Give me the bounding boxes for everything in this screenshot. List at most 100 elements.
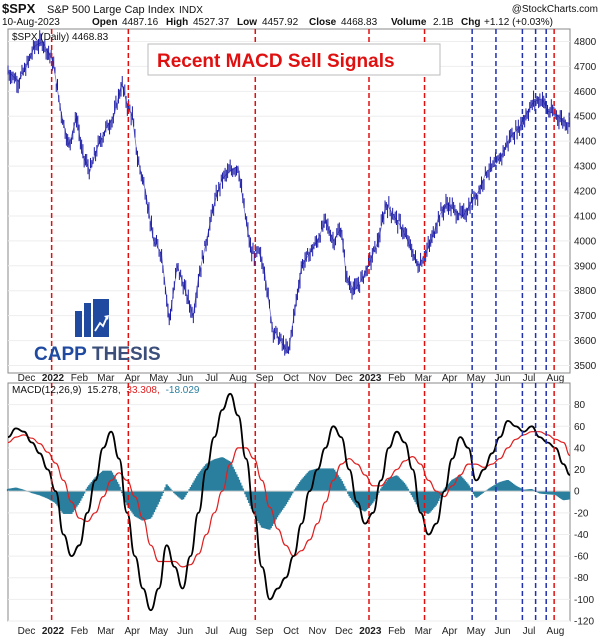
macd-histogram-bar — [491, 486, 495, 492]
macd-histogram-bar — [394, 475, 397, 492]
macd-histogram-bar — [102, 470, 105, 492]
macd-histogram-bar — [155, 491, 158, 507]
macd-histogram-bar — [277, 491, 280, 516]
macd-histogram-bar — [424, 491, 427, 514]
macd-histogram-bar — [74, 491, 77, 509]
macd-histogram-bar — [364, 491, 368, 511]
price-y-tick: 4700 — [574, 62, 597, 73]
macd-histogram-bar — [58, 491, 62, 510]
macd-histogram-bar — [422, 491, 425, 513]
month-label: Jul — [205, 626, 218, 637]
macd-histogram-bar — [432, 491, 435, 509]
macd-histogram-bar — [470, 489, 473, 492]
macd-histogram-bar — [168, 487, 171, 492]
macd-histogram-bar — [128, 491, 131, 509]
price-y-tick: 4800 — [574, 37, 597, 48]
macd-y-tick: 40 — [574, 443, 586, 454]
month-label: Oct — [283, 373, 299, 384]
macd-histogram-bar — [306, 472, 309, 492]
macd-histogram-bar — [543, 491, 547, 495]
macd-histogram-bar — [149, 491, 152, 519]
price-legend: $SPX (Daily) 4468.83 — [12, 32, 109, 43]
macd-histogram-bar — [496, 483, 500, 492]
macd-histogram-bar — [169, 488, 172, 492]
macd-histogram-bar — [52, 491, 55, 502]
macd-histogram-bar — [328, 468, 331, 492]
macd-y-tick: -20 — [574, 508, 589, 519]
macd-histogram-bar — [203, 465, 206, 492]
watermark: @StockCharts.com — [512, 4, 598, 15]
macd-histogram-bar — [303, 475, 307, 492]
macd-histogram-bar — [363, 491, 366, 512]
macd-histogram-bar — [237, 479, 241, 492]
macd-histogram-bar — [66, 491, 69, 514]
macd-histogram-bar — [526, 489, 529, 492]
month-label: Aug — [547, 373, 565, 384]
month-label: May — [467, 626, 486, 637]
close-value: 4468.83 — [341, 17, 378, 28]
macd-histogram-bar — [316, 468, 319, 492]
macd-histogram-bar — [262, 491, 265, 528]
macd-histogram-bar — [273, 491, 276, 522]
macd-histogram-bar — [118, 486, 121, 492]
macd-histogram-bar — [369, 491, 373, 505]
macd-histogram-bar — [331, 468, 335, 492]
macd-histogram-bar — [245, 491, 248, 498]
macd-legend-hist: -18.029 — [166, 385, 200, 396]
macd-histogram-bar — [107, 470, 110, 492]
macd-histogram-bar — [46, 491, 49, 499]
macd-legend-macd: 15.278, — [87, 385, 120, 396]
price-line — [7, 40, 571, 355]
macd-histogram-bar — [461, 477, 464, 492]
macd-histogram-bar — [231, 466, 234, 492]
macd-signal-line — [7, 431, 571, 568]
macd-histogram-bar — [141, 491, 144, 521]
macd-histogram-bar — [278, 491, 281, 514]
macd-histogram-bar — [550, 491, 553, 495]
macd-histogram-bar — [291, 491, 294, 494]
month-label: Dec — [18, 626, 36, 637]
macd-histogram-bar — [65, 491, 68, 514]
macd-histogram-bar — [317, 468, 321, 492]
macd-y-tick: -120 — [574, 617, 594, 628]
macd-histogram-bar — [527, 489, 530, 492]
month-label: Apr — [442, 373, 458, 384]
macd-histogram-bar — [142, 491, 145, 521]
month-label: May — [149, 373, 168, 384]
macd-histogram-bar — [566, 491, 569, 500]
macd-histogram-bar — [272, 491, 275, 524]
macd-histogram-bar — [380, 488, 383, 492]
macd-histogram-bar — [235, 474, 238, 492]
macd-histogram-bar — [540, 491, 543, 494]
macd-histogram-bar — [32, 491, 35, 494]
macd-histogram-bar — [113, 477, 116, 492]
macd-histogram-bar — [48, 491, 51, 500]
macd-histogram-bar — [210, 461, 213, 492]
month-label: Dec — [18, 373, 36, 384]
macd-y-tick: -40 — [574, 530, 589, 541]
macd-histogram-bar — [425, 491, 429, 514]
macd-histogram-bar — [236, 476, 239, 492]
month-label: Nov — [309, 626, 327, 637]
macd-histogram-bar — [387, 478, 390, 492]
month-label: Mar — [97, 626, 115, 637]
month-label: Jul — [523, 373, 536, 384]
macd-histogram-bar — [296, 485, 299, 492]
logo-text-capp: CAPP — [34, 344, 87, 365]
month-label: Mar — [97, 373, 115, 384]
macd-histogram-bar — [281, 491, 284, 510]
macd-histogram-bar — [342, 483, 345, 492]
macd-histogram-bar — [321, 468, 324, 492]
macd-histogram-bar — [121, 491, 124, 494]
macd-histogram-bar — [455, 477, 458, 492]
macd-histogram-bar — [43, 491, 46, 498]
macd-histogram-bar — [541, 491, 544, 494]
macd-histogram-bar — [410, 491, 413, 496]
macd-histogram-bar — [546, 491, 549, 495]
macd-histogram-bar — [339, 478, 342, 492]
macd-histogram-bar — [130, 491, 133, 511]
macd-histogram-bar — [264, 491, 267, 529]
macd-histogram-bar — [557, 491, 561, 498]
macd-histogram-bar — [396, 476, 399, 492]
